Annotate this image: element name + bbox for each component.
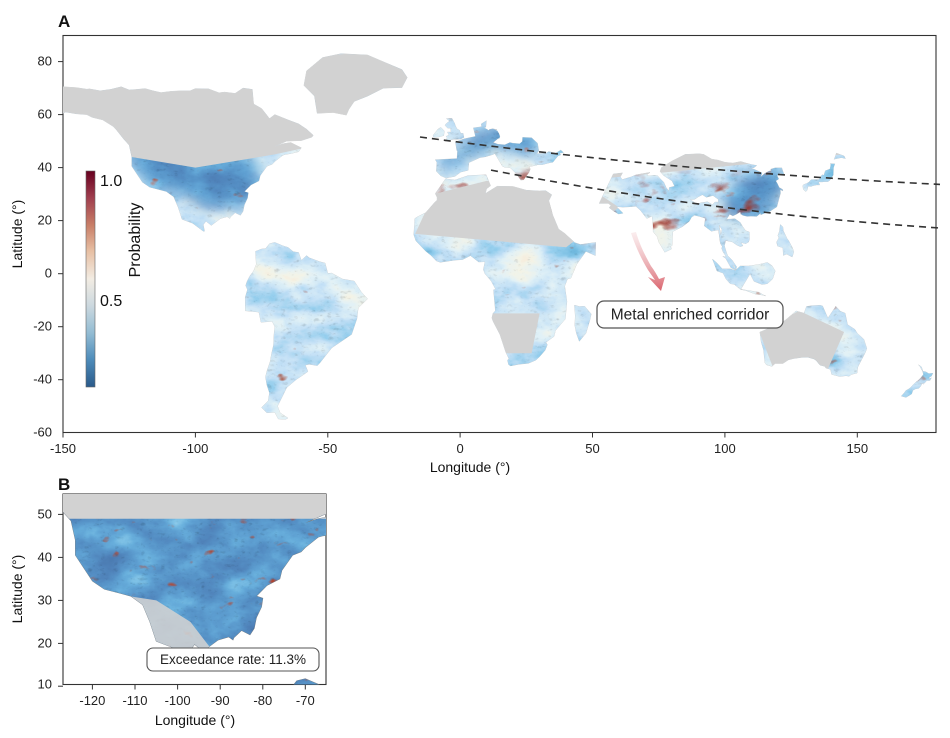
svg-text:-110: -110: [122, 693, 147, 708]
svg-text:Longitude (°): Longitude (°): [155, 712, 235, 728]
svg-text:-20: -20: [33, 319, 52, 334]
svg-text:Longitude (°): Longitude (°): [430, 459, 510, 475]
svg-text:1.0: 1.0: [100, 173, 122, 190]
svg-text:0: 0: [45, 266, 52, 281]
svg-text:-40: -40: [33, 372, 52, 387]
svg-text:40: 40: [38, 549, 52, 564]
svg-text:20: 20: [38, 213, 52, 228]
svg-text:100: 100: [714, 441, 736, 456]
svg-text:40: 40: [38, 160, 52, 175]
svg-text:B: B: [58, 475, 70, 494]
svg-text:30: 30: [38, 592, 52, 607]
svg-text:0.5: 0.5: [100, 293, 122, 310]
svg-text:150: 150: [846, 441, 868, 456]
svg-text:A: A: [58, 12, 70, 31]
svg-text:-80: -80: [253, 693, 272, 708]
svg-text:-50: -50: [318, 441, 337, 456]
svg-text:-60: -60: [33, 425, 52, 440]
svg-text:Latitude (°): Latitude (°): [9, 200, 25, 269]
svg-text:60: 60: [38, 107, 52, 122]
svg-text:10: 10: [38, 677, 52, 692]
svg-text:80: 80: [38, 54, 52, 69]
svg-text:Exceedance rate: 11.3%: Exceedance rate: 11.3%: [160, 652, 306, 667]
svg-text:-70: -70: [296, 693, 315, 708]
svg-text:20: 20: [38, 635, 52, 650]
svg-text:-90: -90: [211, 693, 230, 708]
svg-text:Latitude (°): Latitude (°): [9, 555, 25, 624]
svg-text:50: 50: [585, 441, 599, 456]
svg-text:-100: -100: [165, 693, 191, 708]
svg-text:Probability: Probability: [127, 203, 144, 278]
svg-text:0: 0: [456, 441, 463, 456]
svg-text:-150: -150: [50, 441, 76, 456]
svg-text:Metal enriched corridor: Metal enriched corridor: [611, 307, 770, 324]
svg-text:-120: -120: [79, 693, 105, 708]
svg-text:-100: -100: [182, 441, 208, 456]
svg-text:50: 50: [38, 506, 52, 521]
